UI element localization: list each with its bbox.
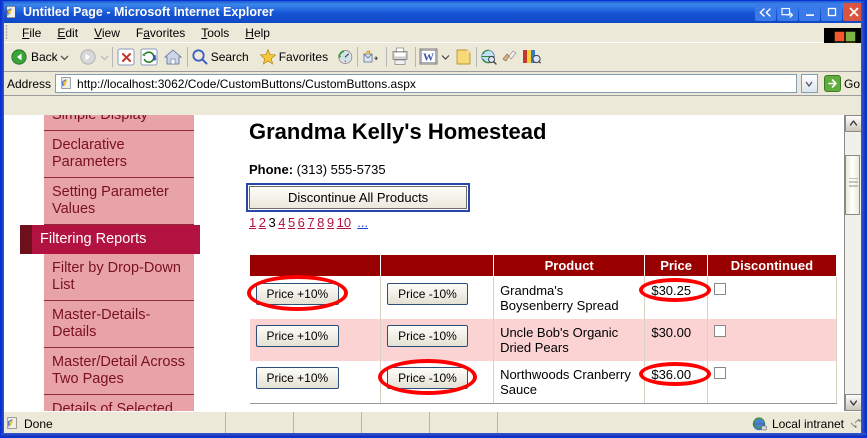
svg-text:W: W xyxy=(423,51,434,63)
